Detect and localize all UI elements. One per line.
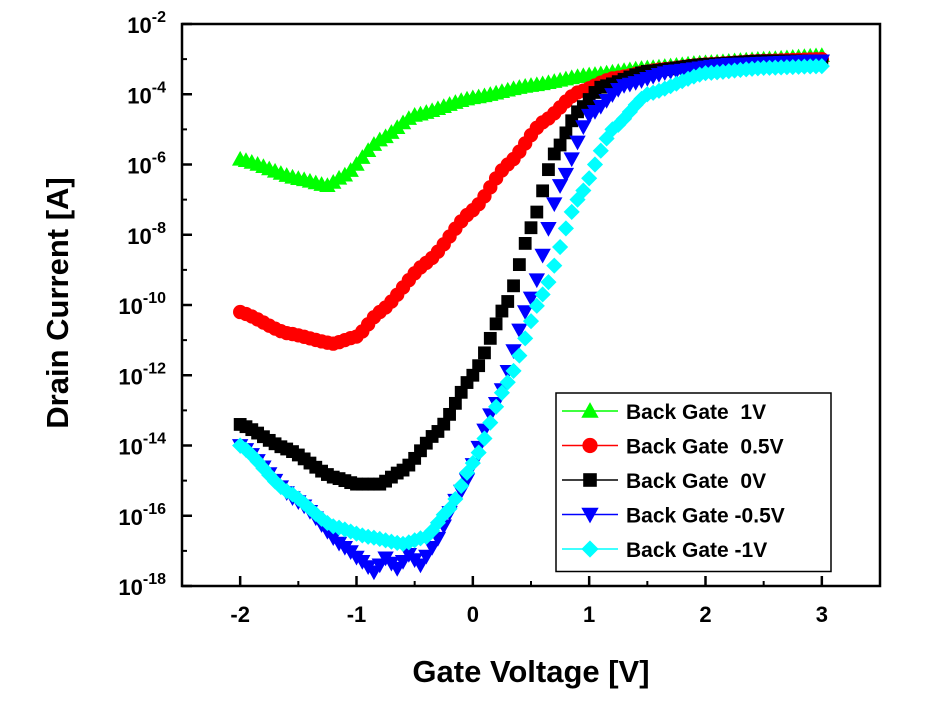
legend-marker [581,540,599,558]
data-point [575,182,592,199]
data-point [483,331,497,345]
data-point [540,221,557,237]
y-tick-label: 10-18 [118,571,166,600]
data-point [557,220,574,237]
x-axis: -2 -1 0 1 2 3 [230,576,828,627]
data-point [813,58,830,75]
legend-marker [582,437,598,454]
y-tick-label: 10-8 [127,220,166,249]
legend-label: Back Gate 0V [626,470,766,493]
y-axis: 10-2 10-4 10-6 10-8 10-10 10-12 10-14 10-16 10-1… [118,9,192,600]
legend-label: Back Gate 0.5V [626,436,784,459]
data-point [563,152,580,168]
data-point [478,346,491,360]
y-tick-label: 10-6 [127,150,166,179]
legend-marker [583,473,597,487]
legend: Back Gate 1V Back Gate 0.5V Back Gate 0V Ba… [555,392,832,573]
legend-item: Back Gate 0V [562,470,766,493]
legend-marker [581,507,599,524]
data-point [464,454,481,472]
data-point [505,362,522,379]
x-tick-label: 2 [699,602,711,627]
data-point [557,167,575,183]
data-point [575,120,592,136]
legend-label: Back Gate 1V [626,401,766,424]
data-point [482,414,499,431]
legend-item: Back Gate -1V [562,539,767,562]
data-point [534,286,551,303]
data-point [499,374,516,391]
data-point [542,163,555,177]
data-point [418,549,435,565]
data-point [493,384,510,401]
data-point [546,197,563,213]
data-point [423,540,441,556]
x-tick-label: 0 [467,602,479,627]
y-tick-label: 10-4 [127,79,166,108]
data-point [569,135,586,151]
data-point [501,295,515,308]
x-tick-label: -2 [230,602,250,627]
y-tick-label: 10-14 [118,431,166,460]
data-point [524,221,538,235]
data-point [552,238,569,256]
data-point [517,305,534,320]
data-point [447,490,464,508]
data-point [586,156,604,173]
data-point [476,430,493,447]
y-tick-label: 10-16 [118,501,166,530]
data-point [534,248,551,264]
data-point [540,274,557,291]
data-point [551,179,569,194]
data-point [511,347,528,364]
series-3 [231,54,831,581]
data-point [512,258,526,272]
data-point [517,330,534,347]
data-point [522,291,540,307]
series-4 [232,58,830,552]
y-tick-label: 10-10 [118,290,166,319]
data-point [518,236,532,250]
data-point [511,323,528,339]
y-axis-title: Drain Current [A] [40,177,75,428]
legend-item: Back Gate 1V [562,401,766,424]
x-tick-label: 1 [583,602,595,627]
data-point [528,297,545,314]
legend-label: Back Gate -0.5V [626,505,785,528]
data-point [412,558,429,574]
legend-item: Back Gate -0.5V [562,505,785,528]
legend-marker [581,402,599,418]
data-point [581,170,598,187]
data-point [522,313,540,330]
data-point [488,398,505,415]
data-point [489,317,503,331]
data-point [559,126,573,140]
data-point [546,257,563,274]
data-point [563,203,580,220]
data-point [470,444,487,461]
data-point [453,477,470,494]
data-point [448,396,462,410]
x-axis-title: Gate Voltage [V] [412,654,649,689]
x-tick-label: -1 [347,602,367,627]
data-point [530,205,544,219]
legend-box [555,392,832,573]
data-point [472,359,486,373]
data-point [592,142,609,159]
data-point [443,407,456,421]
data-point [553,138,567,152]
legend-item: Back Gate 0.5V [562,436,784,459]
y-tick-label: 10-2 [127,9,166,38]
data-point [536,184,550,198]
y-tick-label: 10-12 [118,360,166,389]
series-layer [231,47,831,581]
data-point [507,279,520,293]
x-tick-label: 3 [816,602,828,627]
data-point [528,273,545,289]
legend-label: Back Gate -1V [626,539,767,562]
